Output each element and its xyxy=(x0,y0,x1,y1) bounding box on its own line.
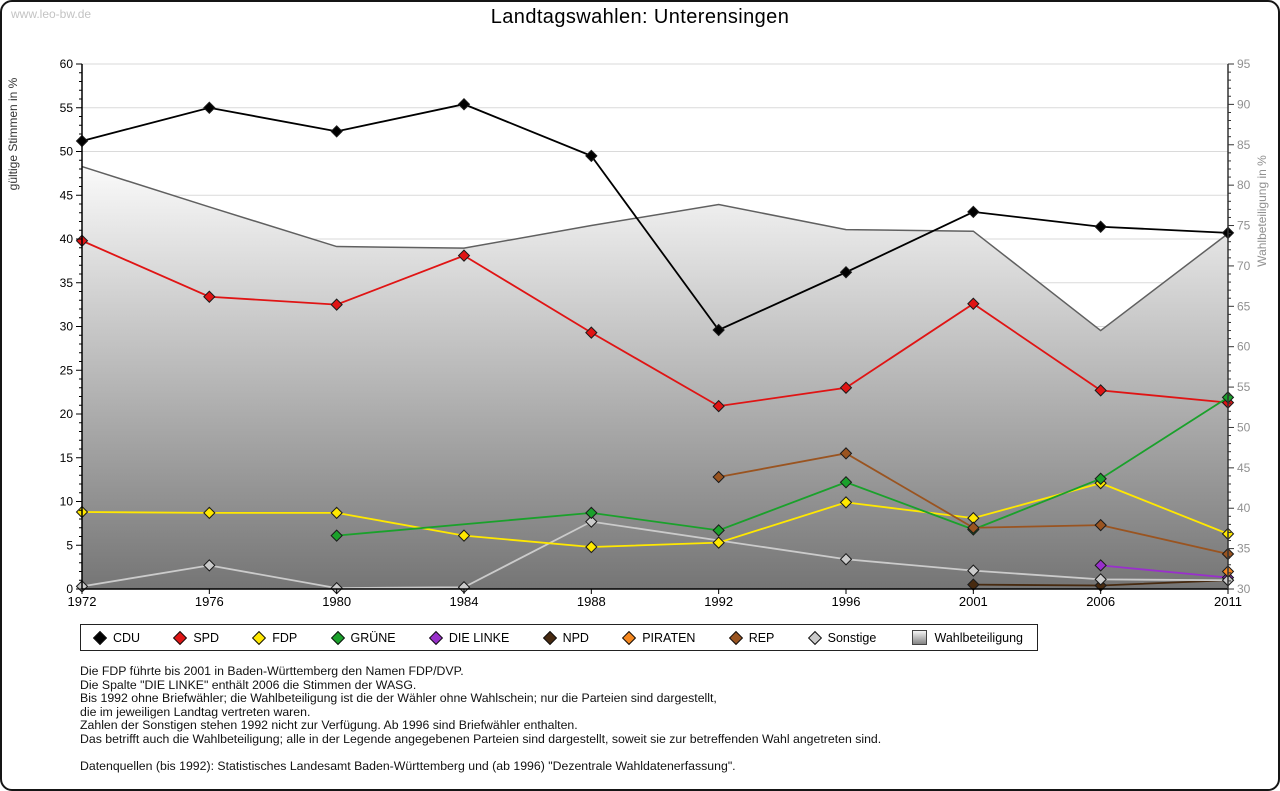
svg-text:1992: 1992 xyxy=(704,594,733,609)
svg-text:75: 75 xyxy=(1237,219,1251,233)
legend-item-rep: REP xyxy=(728,630,775,645)
footnote-line: die im jeweiligen Landtag vertreten ware… xyxy=(80,704,311,719)
footnotes-block: Die FDP führte bis 2001 in Baden-Württem… xyxy=(80,664,882,774)
svg-text:80: 80 xyxy=(1237,178,1251,192)
chart-legend: CDU SPD FDP GRÜNE DIE LINKE NPD PIRATEN REP Sons… xyxy=(80,624,1038,651)
svg-text:65: 65 xyxy=(1237,299,1251,313)
footnote-line: Bis 1992 ohne Briefwähler; die Wahlbetei… xyxy=(80,691,717,705)
svg-text:2006: 2006 xyxy=(1086,594,1115,609)
cdu-marker-icon xyxy=(92,630,108,645)
svg-text:10: 10 xyxy=(60,495,74,509)
svg-text:35: 35 xyxy=(1237,542,1251,556)
series-cdu xyxy=(75,98,1235,337)
spd-marker-icon xyxy=(173,630,188,645)
legend-label: CDU xyxy=(113,630,141,645)
page-title: Landtagswahlen: Unterensingen xyxy=(490,6,790,28)
legend-item-npd: NPD xyxy=(542,630,589,645)
legend-item-sonstige: Sonstige xyxy=(807,630,877,645)
fdp-marker-icon xyxy=(252,630,267,645)
svg-text:60: 60 xyxy=(1237,340,1251,354)
footnote-line: Zahlen der Sonstigen stehen 1992 nicht z… xyxy=(80,718,578,732)
left-axis-title: gültige Stimmen in % xyxy=(6,77,20,190)
svg-text:45: 45 xyxy=(1237,461,1251,475)
svg-text:40: 40 xyxy=(60,232,74,246)
svg-text:35: 35 xyxy=(60,276,74,290)
site-watermark: www.leo-bw.de xyxy=(11,7,92,21)
legend-item-grune: GRÜNE xyxy=(330,630,396,645)
svg-text:30: 30 xyxy=(60,320,74,334)
legend-item-spd: SPD xyxy=(173,630,220,645)
svg-text:85: 85 xyxy=(1237,138,1251,152)
svg-text:30: 30 xyxy=(1237,582,1251,596)
piraten-marker-icon xyxy=(622,630,637,645)
svg-text:60: 60 xyxy=(60,57,74,71)
footnote-line: Das betrifft auch die Wahlbeteiligung; a… xyxy=(80,731,882,746)
legend-item-piraten: PIRATEN xyxy=(622,630,696,645)
footnote-line: Die Spalte "DIE LINKE" enthält 2006 die … xyxy=(80,677,417,692)
legend-label: FDP xyxy=(272,630,298,645)
svg-text:40: 40 xyxy=(1237,501,1251,515)
npd-marker-icon xyxy=(542,630,557,645)
svg-text:2011: 2011 xyxy=(1214,594,1242,609)
legend-label: Sonstige xyxy=(827,630,877,645)
legend-label: PIRATEN xyxy=(642,630,696,645)
svg-text:55: 55 xyxy=(1237,380,1251,394)
legend-item-die-linke: DIE LINKE xyxy=(428,630,510,645)
legend-label: Wahlbeteiligung xyxy=(934,630,1023,645)
svg-text:95: 95 xyxy=(1237,57,1251,71)
svg-text:1984: 1984 xyxy=(450,594,479,609)
footnote-line: Die FDP führte bis 2001 in Baden-Württem… xyxy=(80,664,464,678)
svg-text:1988: 1988 xyxy=(577,594,606,609)
svg-text:1976: 1976 xyxy=(195,594,224,609)
svg-text:45: 45 xyxy=(60,188,74,202)
svg-text:2001: 2001 xyxy=(959,594,988,609)
turnout-area xyxy=(82,166,1228,590)
svg-text:1980: 1980 xyxy=(322,594,351,609)
svg-text:15: 15 xyxy=(60,451,74,465)
election-line-chart: 0 5 10 15 20 25 30 35 40 45 50 55 60 30 35 40 45 50 55 60 65… xyxy=(6,57,1269,609)
svg-text:25: 25 xyxy=(60,363,74,377)
svg-text:1996: 1996 xyxy=(832,594,861,609)
svg-text:55: 55 xyxy=(60,101,74,115)
svg-text:50: 50 xyxy=(1237,420,1251,434)
legend-label: NPD xyxy=(562,630,589,645)
legend-label: DIE LINKE xyxy=(448,630,510,645)
die-linke-marker-icon xyxy=(428,630,443,645)
svg-text:0: 0 xyxy=(66,582,73,596)
legend-label: REP xyxy=(748,630,775,645)
turnout-area-swatch-icon xyxy=(911,630,927,645)
svg-text:1972: 1972 xyxy=(68,594,97,609)
svg-text:5: 5 xyxy=(66,538,73,552)
data-source-note: Datenquellen (bis 1992): Statistisches L… xyxy=(80,759,736,773)
svg-text:50: 50 xyxy=(60,145,74,159)
legend-item-cdu: CDU xyxy=(92,630,141,645)
svg-text:90: 90 xyxy=(1237,97,1251,111)
right-axis-title: Wahlbeteiligung in % xyxy=(1255,155,1269,267)
svg-text:70: 70 xyxy=(1237,259,1251,273)
series-spd xyxy=(75,234,1235,413)
grune-marker-icon xyxy=(330,630,345,645)
legend-item-fdp: FDP xyxy=(252,630,298,645)
legend-label: GRÜNE xyxy=(350,630,396,645)
svg-text:20: 20 xyxy=(60,407,74,421)
series-rep xyxy=(712,447,1235,561)
legend-item-wahlbeteiligung: Wahlbeteiligung xyxy=(911,630,1023,645)
sonstige-marker-icon xyxy=(807,630,822,645)
rep-marker-icon xyxy=(728,630,743,645)
legend-label: SPD xyxy=(193,630,220,645)
